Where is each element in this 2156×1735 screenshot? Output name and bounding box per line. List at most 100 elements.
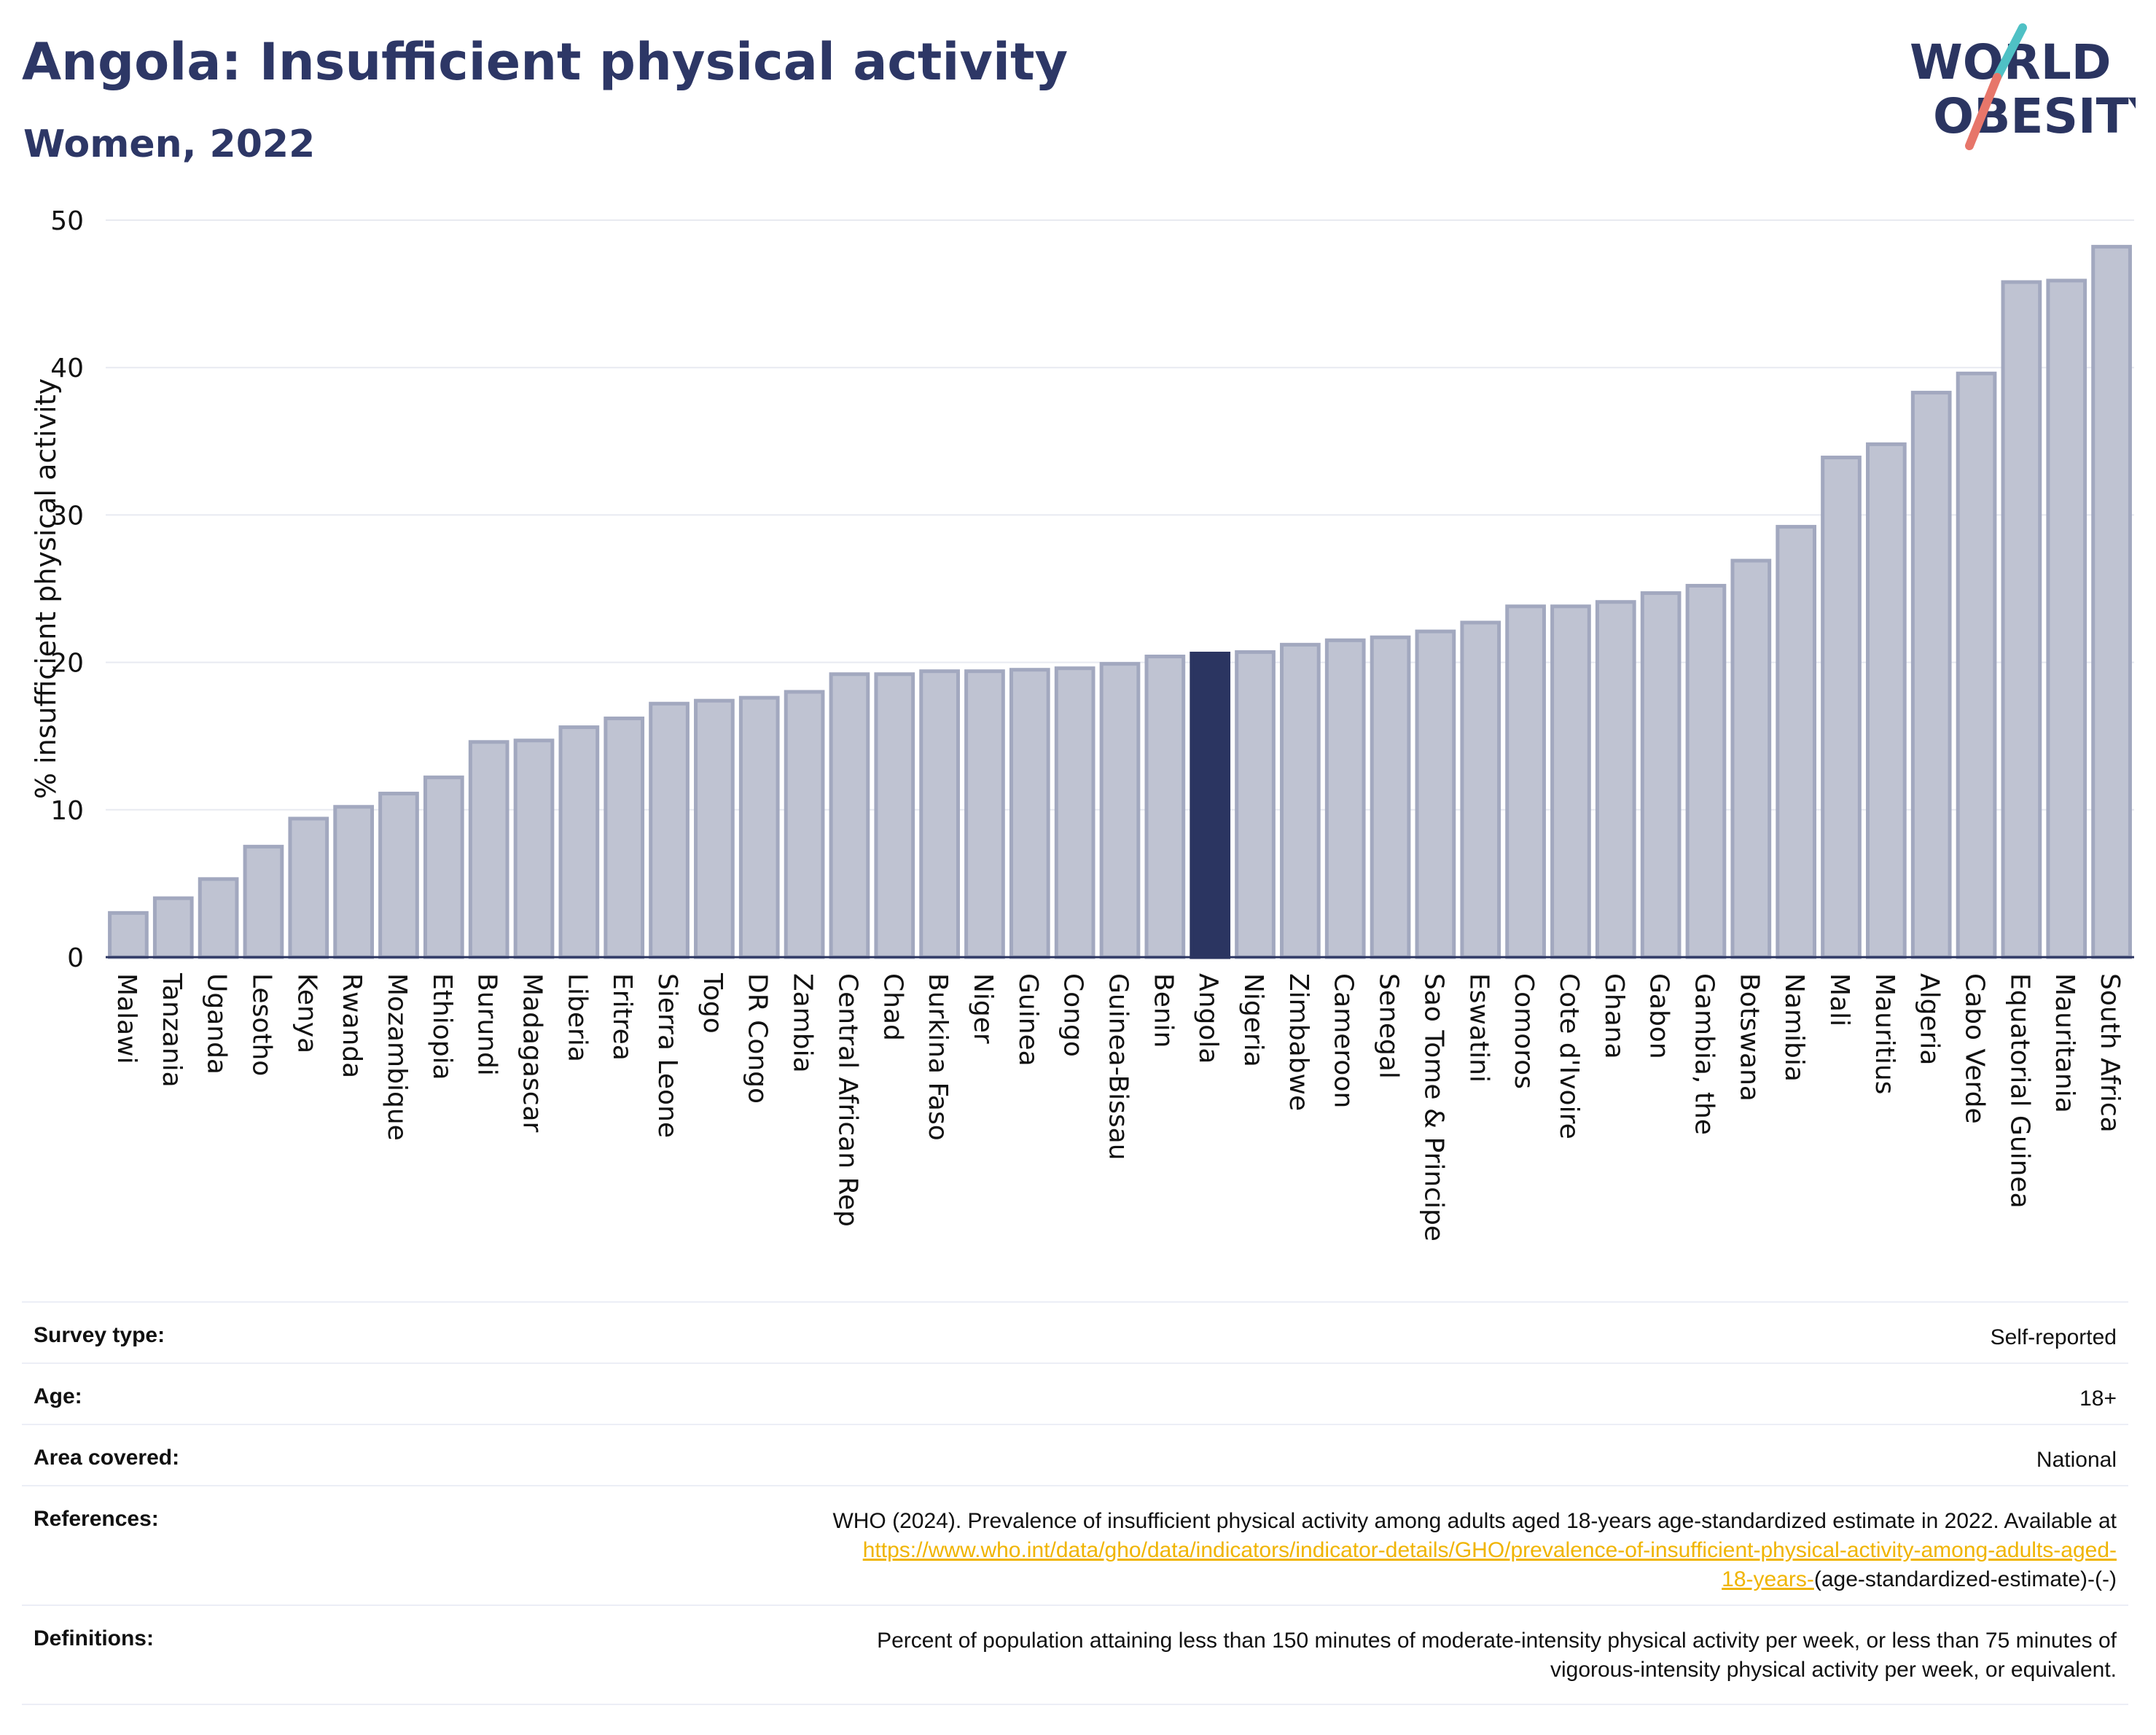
x-tick-label: Mauritania bbox=[2050, 973, 2079, 1113]
x-tick-label: Eritrea bbox=[607, 973, 637, 1061]
x-tick-label: Burkina Faso bbox=[923, 973, 953, 1141]
bar-zambia bbox=[784, 690, 825, 959]
bar-comoros bbox=[1505, 604, 1546, 959]
references-label: References: bbox=[22, 1485, 337, 1605]
x-tick-label: Equatorial Guinea bbox=[2004, 973, 2034, 1209]
references-value: WHO (2024). Prevalence of insufficient p… bbox=[337, 1485, 2128, 1605]
x-tick-label: Eswatini bbox=[1464, 973, 1493, 1083]
y-tick-label: 40 bbox=[50, 354, 84, 383]
x-tick-label: Central African Rep bbox=[832, 973, 862, 1227]
x-axis-labels: Malawi Tanzania Uganda Lesotho Kenya Rwanda Mo… bbox=[106, 956, 2134, 1241]
bar-cote-d-ivoire bbox=[1550, 604, 1591, 959]
bar-senegal bbox=[1370, 635, 1411, 959]
y-tick-label: 20 bbox=[50, 649, 84, 679]
bar-sierra-leone bbox=[649, 701, 690, 959]
definitions-label: Definitions: bbox=[22, 1605, 337, 1705]
x-tick-label: Madagascar bbox=[517, 973, 547, 1133]
y-axis-label: % insufficient physical activity bbox=[30, 378, 62, 799]
bar-congo bbox=[1054, 666, 1095, 959]
bar-south-africa bbox=[2091, 244, 2132, 959]
x-tick-label: Angola bbox=[1193, 973, 1223, 1064]
y-tick-label: 10 bbox=[50, 796, 84, 826]
bar-cabo-verde bbox=[1956, 371, 1997, 959]
bar-guinea-bissau bbox=[1099, 662, 1141, 959]
x-tick-label: Gambia, the bbox=[1689, 973, 1719, 1135]
x-tick-label: Rwanda bbox=[337, 973, 367, 1078]
bar-malawi bbox=[108, 911, 149, 959]
logo-slash-teal bbox=[1993, 23, 2027, 82]
definitions-value: Percent of population attaining less tha… bbox=[337, 1605, 2128, 1705]
x-tick-label: Lesotho bbox=[246, 973, 276, 1076]
x-tick-label: South Africa bbox=[2095, 973, 2125, 1133]
bar-liberia bbox=[558, 725, 600, 959]
age-value: 18+ bbox=[337, 1362, 2128, 1424]
logo-word-obesity: OBESITY bbox=[1933, 88, 2136, 144]
x-tick-label: Guinea bbox=[1013, 973, 1043, 1067]
chart-title: Angola: Insufficient physical activity bbox=[22, 32, 1069, 92]
bar-dr-congo bbox=[738, 695, 780, 959]
x-tick-label: Namibia bbox=[1779, 973, 1809, 1082]
references-link-cont[interactable]: 18-years- bbox=[1722, 1567, 1814, 1591]
bar-chart: 0 10 20 30 40 50 Malawi Tanzania Uganda Lesotho K… bbox=[30, 206, 2134, 1241]
x-tick-label: Chad bbox=[878, 973, 907, 1041]
x-tick-label: Kenya bbox=[292, 973, 321, 1053]
x-tick-label: Nigeria bbox=[1238, 973, 1268, 1067]
bar-eritrea bbox=[604, 716, 645, 959]
x-tick-label: Benin bbox=[1148, 973, 1178, 1048]
x-tick-label: Niger bbox=[968, 973, 998, 1044]
bar-mali bbox=[1821, 456, 1862, 959]
x-tick-label: Liberia bbox=[562, 973, 592, 1062]
area-row: Area covered: National bbox=[22, 1424, 2128, 1486]
bar-gambia-the bbox=[1685, 583, 1727, 959]
bar-kenya bbox=[288, 816, 329, 959]
logo-slash-coral bbox=[1965, 73, 2001, 150]
chart-subtitle: Women, 2022 bbox=[23, 122, 316, 166]
bar-guinea bbox=[1009, 668, 1050, 959]
bar-uganda bbox=[198, 877, 239, 959]
age-row: Age: 18+ bbox=[22, 1362, 2128, 1424]
bar-cameroon bbox=[1324, 638, 1366, 959]
x-tick-label: Guinea-Bissau bbox=[1104, 973, 1133, 1161]
bar-niger bbox=[964, 669, 1005, 959]
x-tick-label: Uganda bbox=[202, 973, 232, 1075]
definitions-row: Definitions: Percent of population attai… bbox=[22, 1605, 2128, 1705]
survey-type-label: Survey type: bbox=[22, 1301, 337, 1363]
bar-mauritania bbox=[2046, 278, 2087, 959]
bar-namibia bbox=[1776, 525, 1817, 959]
bar-botswana bbox=[1730, 558, 1772, 959]
references-text: WHO (2024). Prevalence of insufficient p… bbox=[832, 1509, 2117, 1533]
x-tick-label: Sierra Leone bbox=[652, 973, 682, 1138]
bar-ghana bbox=[1595, 600, 1636, 959]
age-label: Age: bbox=[22, 1362, 337, 1424]
y-axis-ticks: 0 10 20 30 40 50 bbox=[50, 206, 84, 973]
references-link[interactable]: https://www.who.int/data/gho/data/indica… bbox=[862, 1538, 2117, 1562]
bar-gabon bbox=[1640, 591, 1682, 959]
x-tick-label: DR Congo bbox=[743, 973, 773, 1104]
bar-madagascar bbox=[513, 738, 555, 959]
definitions-line-2: vigorous-intensity physical activity per… bbox=[1550, 1658, 2117, 1682]
x-tick-label: Tanzania bbox=[157, 972, 187, 1088]
area-value: National bbox=[337, 1424, 2128, 1486]
references-row: References: WHO (2024). Prevalence of in… bbox=[22, 1485, 2128, 1605]
bar-tanzania bbox=[152, 896, 194, 959]
x-tick-label: Cote d'Ivoire bbox=[1554, 973, 1584, 1139]
x-tick-label: Cameroon bbox=[1329, 973, 1359, 1108]
x-tick-label: Gabon bbox=[1644, 973, 1674, 1059]
world-obesity-logo: WORLD OBESITY bbox=[1910, 23, 2136, 150]
x-tick-label: Malawi bbox=[112, 973, 141, 1064]
bar-equatorial-guinea bbox=[2001, 280, 2042, 959]
bar-sao-tome-principe bbox=[1415, 629, 1456, 959]
survey-type-value: Self-reported bbox=[337, 1301, 2128, 1363]
y-tick-label: 0 bbox=[67, 943, 84, 973]
x-tick-label: Mauritius bbox=[1870, 973, 1899, 1094]
bar-angola bbox=[1190, 651, 1231, 959]
bar-mozambique bbox=[378, 792, 419, 959]
x-tick-label: Zimbabwe bbox=[1284, 973, 1313, 1111]
survey-type-row: Survey type: Self-reported bbox=[22, 1301, 2128, 1363]
bar-burundi bbox=[468, 740, 509, 959]
definitions-line-1: Percent of population attaining less tha… bbox=[877, 1629, 2117, 1653]
bar-ethiopia bbox=[423, 775, 464, 959]
bar-burkina-faso bbox=[919, 669, 960, 959]
bar-chad bbox=[874, 672, 915, 959]
x-tick-label: Algeria bbox=[1915, 973, 1945, 1066]
